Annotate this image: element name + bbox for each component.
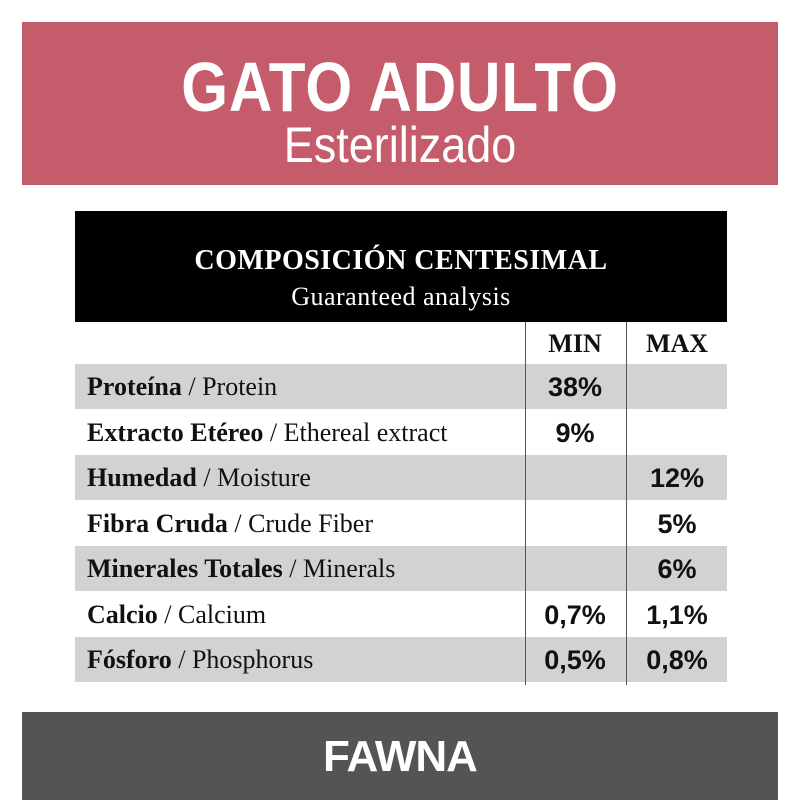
nutrient-name-en: Protein — [202, 372, 278, 401]
max-value: 5% — [657, 508, 697, 539]
max-value: 6% — [657, 554, 697, 584]
nutrient-separator: / — [157, 599, 178, 629]
nutrient-name-es: Extracto Etéreo — [87, 417, 264, 447]
min-value: 0,7% — [544, 599, 606, 630]
nutrient-separator: / — [227, 508, 249, 538]
column-header-max: MAX — [645, 329, 709, 358]
nutrient-name-es: Humedad — [87, 463, 197, 492]
nutrient-name-es: Fósforo — [87, 645, 172, 674]
brand-footer: FAWNA — [22, 712, 778, 800]
nutrient-label: Calcio / Calcium — [87, 592, 266, 638]
nutrient-name-es: Proteína — [87, 372, 182, 401]
table-row: Fibra Cruda / Crude Fiber 5% — [75, 501, 727, 546]
table-row: Extracto Etéreo / Ethereal extract 9% — [75, 410, 727, 455]
nutrient-name-en: Calcium — [178, 599, 267, 629]
table-row: Humedad / Moisture 12% — [75, 455, 727, 500]
max-value: 1,1% — [646, 599, 708, 630]
table-heading: COMPOSICIÓN CENTESIMAL — [194, 245, 608, 276]
nutrient-name-en: Crude Fiber — [248, 508, 373, 538]
nutrient-separator: / — [181, 372, 203, 401]
nutrient-label: Fibra Cruda / Crude Fiber — [87, 501, 373, 547]
nutrient-name-en: Moisture — [217, 463, 311, 492]
nutrient-separator: / — [282, 554, 303, 583]
nutrient-name-es: Minerales Totales — [87, 554, 283, 583]
nutrient-separator: / — [196, 463, 218, 492]
min-value: 38% — [547, 372, 603, 402]
product-title: GATO ADULTO — [181, 48, 619, 126]
column-divider-max — [626, 322, 627, 685]
table-row: Calcio / Calcium 0,7% 1,1% — [75, 592, 727, 637]
nutrient-name-es: Calcio — [87, 599, 158, 629]
nutrient-separator: / — [263, 417, 284, 447]
nutrient-name-en: Phosphorus — [191, 645, 314, 674]
max-value: 12% — [649, 463, 705, 493]
nutrient-separator: / — [171, 645, 192, 674]
product-subtitle: Esterilizado — [283, 117, 517, 173]
min-value: 0,5% — [544, 645, 606, 675]
nutrient-label: Extracto Etéreo / Ethereal extract — [87, 410, 447, 456]
brand-logo: FAWNA — [323, 732, 478, 781]
max-value: 0,8% — [646, 645, 708, 675]
nutrient-label: Proteína / Protein — [87, 364, 277, 410]
nutrient-name-en: Minerals — [302, 554, 396, 583]
nutrient-label: Humedad / Moisture — [87, 455, 311, 501]
table-row: Proteína / Protein 38% — [75, 364, 727, 409]
nutrient-label: Fósforo / Phosphorus — [87, 637, 313, 683]
column-header-min: MIN — [548, 329, 602, 358]
table-row: Minerales Totales / Minerals 6% — [75, 546, 727, 591]
min-value: 9% — [555, 417, 595, 448]
product-banner: GATO ADULTO Esterilizado — [22, 22, 778, 185]
column-divider-min — [525, 322, 526, 685]
nutrient-name-en: Ethereal extract — [283, 417, 448, 447]
nutrient-name-es: Fibra Cruda — [87, 508, 228, 538]
nutrient-label: Minerales Totales / Minerals — [87, 546, 395, 592]
analysis-table-header: COMPOSICIÓN CENTESIMAL Guaranteed analys… — [75, 211, 727, 322]
table-row: Fósforo / Phosphorus 0,5% 0,8% — [75, 637, 727, 682]
table-subheading: Guaranteed analysis — [291, 282, 511, 311]
